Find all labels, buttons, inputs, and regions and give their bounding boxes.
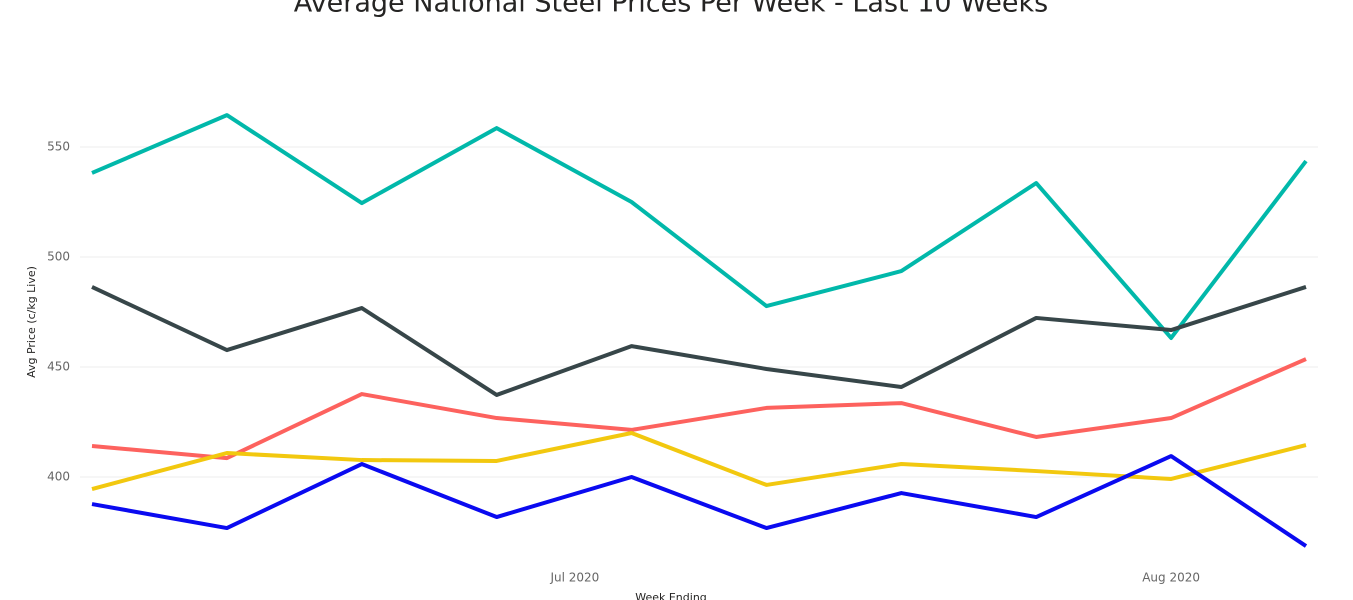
y-tick-label: 550 (47, 140, 70, 154)
chart-title: Average National Steel Prices Per Week -… (294, 0, 1048, 19)
x-axis-label: Week Ending (635, 591, 707, 600)
series-line (91, 454, 1308, 548)
y-axis-label: Avg Price (c/kg Live) (25, 266, 38, 378)
series-line (91, 431, 1307, 492)
y-tick-label: 450 (47, 360, 70, 374)
y-tick-label: 500 (47, 250, 70, 264)
y-tick-label: 400 (47, 470, 70, 484)
series-line (91, 357, 1307, 461)
x-tick-label: Jul 2020 (549, 571, 599, 585)
series-line (91, 285, 1307, 397)
series-line (91, 113, 1308, 340)
x-tick-label: Aug 2020 (1142, 571, 1200, 585)
